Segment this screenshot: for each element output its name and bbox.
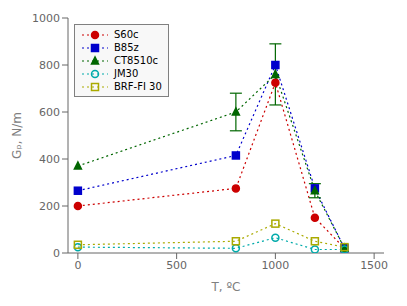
html-text:BRF-FI 30: BRF-FI 30 [114,81,162,92]
svg-text:1500: 1500 [360,259,388,272]
svg-text:800: 800 [39,59,60,72]
html-text:CT8510c: CT8510c [114,55,158,66]
svg-text:1000: 1000 [261,259,289,272]
svg-text:0: 0 [53,247,60,260]
svg-text:500: 500 [166,259,187,272]
html-text:JM30: JM30 [114,68,139,79]
svg-text:1000: 1000 [32,12,60,25]
html-text:B85z: B85z [114,42,139,53]
svg-text:0: 0 [74,259,81,272]
svg-text:T, ºC: T, ºC [211,280,241,294]
svg-text:200: 200 [39,200,60,213]
svg-text:400: 400 [39,153,60,166]
html-text:S60c: S60c [114,29,139,40]
svg-text:600: 600 [39,106,60,119]
svg-text:Gₚ, N/m: Gₚ, N/m [10,112,24,159]
